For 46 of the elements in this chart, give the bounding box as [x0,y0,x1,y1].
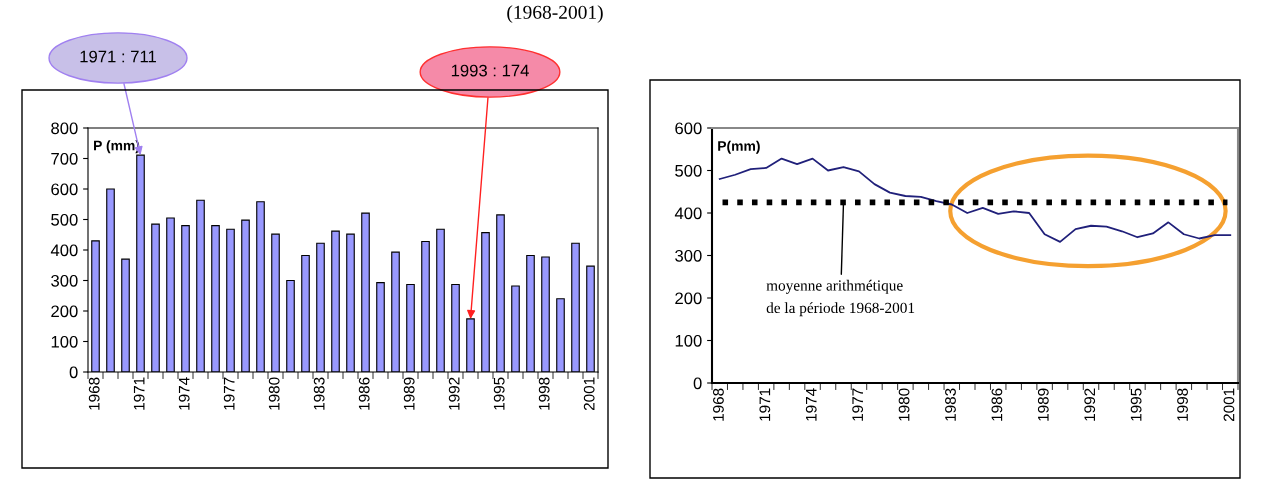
y-tick-label: 700 [51,152,78,165]
x-tick-label: 1995 [1130,388,1142,421]
chart-title: (1968-2001) [507,5,603,23]
x-tick-label: 1983 [945,388,956,421]
y-tick-label: 0 [69,366,78,379]
x-tick-label: 2001 [583,377,595,411]
y-tick-label: 0 [693,377,702,390]
x-tick-label: 1977 [852,388,864,421]
x-tick-label: 1971 [133,377,145,410]
x-tick-label: 1995 [493,377,505,410]
x-tick-label: 1998 [538,377,550,410]
y-tick-label: 300 [51,274,78,287]
x-tick-label: 1989 [403,377,415,410]
y-tick-label: 300 [675,249,702,262]
y-tick-label: 200 [51,305,78,318]
line-series [718,157,1232,243]
text: 1993 : 174 [451,64,529,77]
x-tick-label: 1989 [1037,388,1049,421]
x-tick-label: 1974 [178,377,190,410]
y-tick-label: 800 [51,122,78,135]
y-tick-label: 500 [675,164,702,177]
y-tick-label: 600 [51,183,78,196]
x-tick-label: 1980 [268,377,280,410]
x-tick-label: 1980 [898,388,910,421]
y-tick-label: 100 [675,334,702,347]
y-tick-label: 500 [51,213,78,226]
y-axis-title: P(mm) [718,140,760,154]
x-tick-label: 1977 [223,377,235,410]
x-tick-label: 1974 [805,388,817,421]
x-tick-label: 1992 [1084,388,1096,421]
y-tick-label: 200 [675,292,702,305]
x-tick-label: 1968 [88,377,100,410]
x-tick-label: 1998 [1177,388,1188,421]
ref-line-label: moyenne arithmétique de la période 1968-2001 [766,279,915,317]
y-tick-label: 400 [50,244,78,257]
annotation: 1971 : 711 [80,50,156,63]
x-tick-label: 1992 [448,377,460,410]
x-tick-label: 1986 [358,377,370,410]
x-tick-label: 2001 [1223,388,1235,422]
y-tick-label: 400 [674,207,702,220]
x-tick-label: 1986 [991,388,1003,421]
y-tick-label: 600 [675,122,702,135]
x-tick-label: 1971 [759,388,771,421]
y-tick-label: 100 [51,335,78,348]
x-tick-label: 1983 [313,377,325,410]
x-tick-label: 1968 [713,388,724,421]
